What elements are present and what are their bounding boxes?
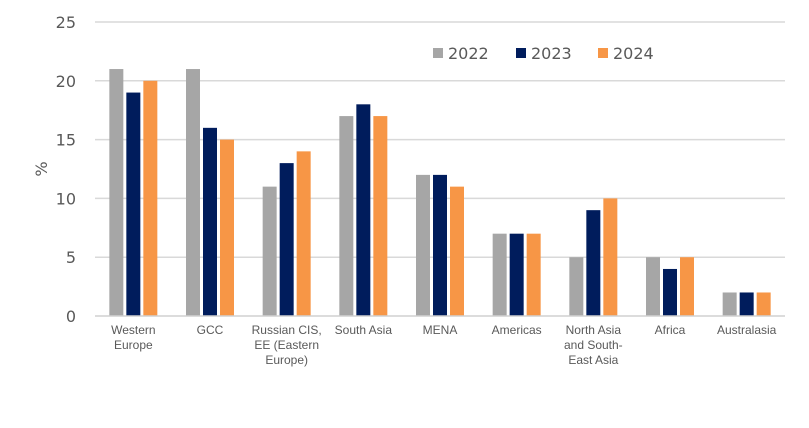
legend-label: 2022 <box>448 44 489 63</box>
x-category-label-line: Western <box>111 323 155 337</box>
bar-2022-7 <box>646 257 660 316</box>
bar-2024-4 <box>450 186 464 316</box>
legend-label: 2024 <box>613 44 654 63</box>
legend-label: 2023 <box>531 44 572 63</box>
x-category-label-line: Australasia <box>717 323 777 337</box>
x-category-label-line: Europe <box>114 338 153 352</box>
bar-2024-6 <box>603 198 618 316</box>
x-category-label-line: Europe) <box>265 353 308 367</box>
bar-2024-7 <box>680 257 694 316</box>
y-tick-label: 10 <box>56 189 76 208</box>
legend: 2022 2023 2024 <box>433 44 654 63</box>
bars <box>109 69 771 316</box>
bar-2023-4 <box>433 174 447 316</box>
x-category-label-line: MENA <box>423 323 458 337</box>
bar-2022-8 <box>722 292 737 316</box>
bar-2024-2 <box>296 151 311 316</box>
bar-2023-5 <box>509 233 524 316</box>
x-category-label-line: North Asia <box>566 323 622 337</box>
bar-2024-1 <box>220 139 234 316</box>
x-category-label-line: and South- <box>564 338 623 352</box>
bar-2023-8 <box>739 292 754 316</box>
bar-2022-0 <box>109 69 124 316</box>
bar-2024-8 <box>756 292 771 316</box>
x-category-label: Western Europe <box>111 323 155 352</box>
x-category-label: MENA <box>423 323 458 337</box>
x-category-label-line: EE (Eastern <box>254 338 319 352</box>
x-category-label-line: East Asia <box>568 353 618 367</box>
bar-2022-2 <box>262 186 277 316</box>
y-tick-label: 15 <box>56 131 76 150</box>
x-category-label: Americas <box>492 323 542 337</box>
legend-swatch-2022 <box>433 48 443 58</box>
bar-2022-1 <box>186 69 200 316</box>
bar-2024-3 <box>373 116 388 316</box>
bar-2022-3 <box>339 116 354 316</box>
y-tick-label: 20 <box>56 72 76 91</box>
bar-2023-7 <box>663 268 677 316</box>
bar-2024-5 <box>526 233 541 316</box>
x-category-label: South Asia <box>335 323 393 337</box>
x-category-label: GCC <box>197 323 224 337</box>
x-category-label-line: Russian CIS, <box>252 323 322 337</box>
x-category-label-line: GCC <box>197 323 224 337</box>
x-category-label: North Asia and South-East Asia <box>564 323 623 367</box>
y-axis-label: % <box>32 161 51 176</box>
x-category-label: Africa <box>655 323 686 337</box>
x-category-label: Australasia <box>717 323 777 337</box>
legend-swatch-2024 <box>598 48 608 58</box>
y-tick-label: 0 <box>66 307 76 326</box>
bar-2023-3 <box>356 104 371 316</box>
x-category-label-line: Americas <box>492 323 542 337</box>
x-category-label-line: South Asia <box>335 323 393 337</box>
bar-2023-2 <box>279 163 294 316</box>
bar-2022-6 <box>569 257 584 316</box>
bar-2024-0 <box>143 80 158 316</box>
x-category-label-line: Africa <box>655 323 686 337</box>
legend-swatch-2023 <box>516 48 526 58</box>
bar-2023-1 <box>203 127 217 316</box>
bar-2023-6 <box>586 210 601 316</box>
bar-2023-0 <box>126 92 141 316</box>
bar-2022-5 <box>492 233 507 316</box>
x-category-label: Russian CIS, EE (Eastern Europe) <box>252 323 322 367</box>
y-tick-label: 25 <box>56 13 76 32</box>
y-axis-ticks: 0 5 10 15 20 25 <box>56 13 76 326</box>
y-tick-label: 5 <box>66 248 76 267</box>
bar-2022-4 <box>416 174 430 316</box>
